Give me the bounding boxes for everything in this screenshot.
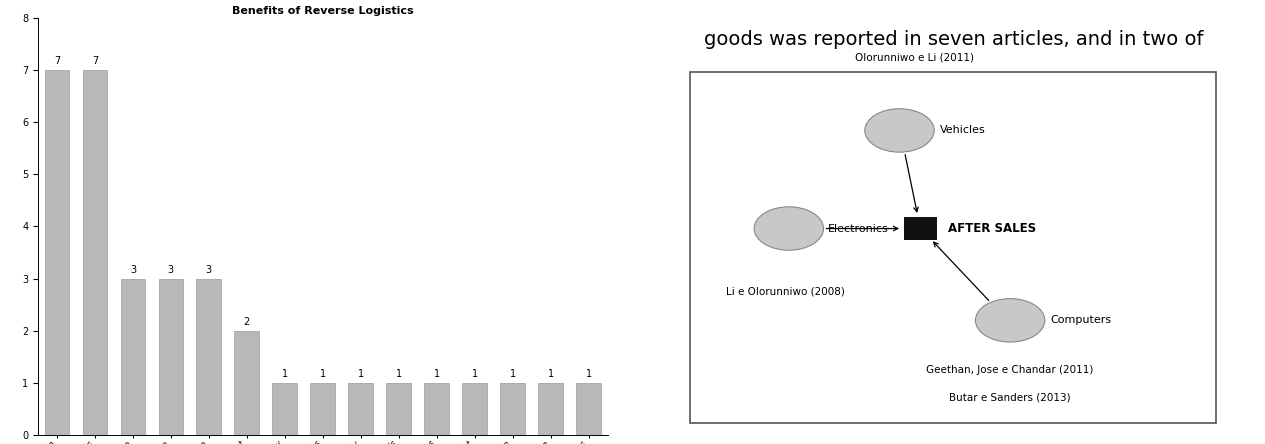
Bar	[500, 383, 525, 435]
Text: 3: 3	[206, 265, 213, 275]
Bar	[577, 383, 601, 435]
Text: AFTER SALES: AFTER SALES	[947, 222, 1036, 235]
Bar	[348, 383, 373, 435]
Text: Vehicles: Vehicles	[940, 126, 985, 135]
Title: Benefits of Reverse Logistics: Benefits of Reverse Logistics	[231, 6, 414, 16]
Bar	[272, 383, 297, 435]
Bar	[424, 383, 449, 435]
Bar	[386, 383, 411, 435]
Bar	[158, 279, 183, 435]
Bar	[310, 383, 335, 435]
Text: 1: 1	[510, 369, 516, 379]
Bar	[82, 70, 108, 435]
Text: 1: 1	[396, 369, 402, 379]
Bar	[903, 217, 937, 240]
Text: 1: 1	[472, 369, 478, 379]
Ellipse shape	[754, 207, 824, 250]
Text: Olorunniwo e Li (2011): Olorunniwo e Li (2011)	[855, 52, 974, 63]
Bar	[462, 383, 487, 435]
Text: 1: 1	[548, 369, 554, 379]
Text: 1: 1	[434, 369, 440, 379]
Text: goods was reported in seven articles, and in two of: goods was reported in seven articles, an…	[703, 30, 1203, 49]
Bar	[120, 279, 145, 435]
Ellipse shape	[865, 109, 934, 152]
Text: Butar e Sanders (2013): Butar e Sanders (2013)	[949, 392, 1071, 403]
Text: 7: 7	[54, 56, 59, 66]
Text: Electronics: Electronics	[827, 223, 888, 234]
Bar	[538, 383, 563, 435]
Bar	[44, 70, 70, 435]
Bar	[234, 331, 259, 435]
Bar	[196, 279, 221, 435]
Text: 3: 3	[130, 265, 135, 275]
Text: 2: 2	[244, 317, 250, 327]
Text: 1: 1	[586, 369, 592, 379]
Text: 3: 3	[168, 265, 173, 275]
Text: Geethan, Jose e Chandar (2011): Geethan, Jose e Chandar (2011)	[926, 365, 1094, 376]
Text: 1: 1	[320, 369, 326, 379]
Text: Li e Olorunniwo (2008): Li e Olorunniwo (2008)	[726, 286, 845, 296]
Ellipse shape	[975, 299, 1045, 342]
Text: Computers: Computers	[1051, 315, 1112, 325]
Text: 1: 1	[358, 369, 364, 379]
Text: 7: 7	[92, 56, 97, 66]
Bar	[691, 72, 1217, 423]
Text: 1: 1	[282, 369, 288, 379]
